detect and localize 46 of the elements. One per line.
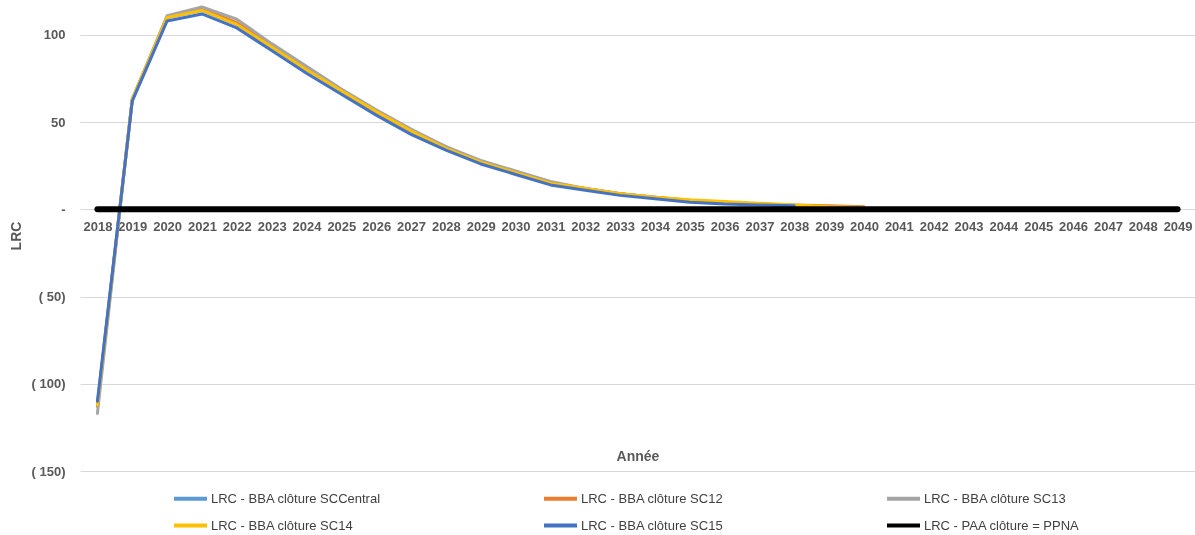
x-tick-label: 2029 (466, 218, 496, 234)
x-tick-label: 2023 (257, 218, 287, 234)
x-tick-label: 2041 (884, 218, 914, 234)
legend-label: LRC - BBA clôture SC15 (581, 517, 723, 533)
legend-label: LRC - BBA clôture SC13 (924, 490, 1066, 506)
x-tick-label: 2025 (327, 218, 357, 234)
x-tick-label: 2018 (83, 218, 113, 234)
y-tick-label: ( 100) (31, 376, 66, 392)
x-tick-label: 2040 (850, 218, 879, 234)
legend-label: LRC - PAA clôture = PPNA (924, 517, 1080, 533)
x-tick-label: 2028 (431, 218, 461, 234)
x-tick-label: 2047 (1093, 218, 1123, 234)
x-tick-label: 2046 (1059, 218, 1089, 234)
x-tick-label: 2044 (989, 218, 1020, 234)
x-tick-label: 2030 (501, 218, 531, 234)
legend-label: LRC - BBA clôture SC12 (581, 490, 723, 506)
x-tick-label: 2032 (571, 218, 601, 234)
x-tick-label: 2034 (640, 218, 671, 234)
x-tick-label: 2037 (745, 218, 775, 234)
x-tick-label: 2024 (292, 218, 323, 234)
x-tick-label: 2043 (954, 218, 984, 234)
x-tick-label: 2027 (397, 218, 426, 234)
x-tick-label: 2039 (815, 218, 845, 234)
x-tick-label: 2021 (187, 218, 217, 234)
y-tick-label: 50 (51, 114, 66, 130)
x-tick-label: 2019 (118, 218, 148, 234)
y-tick-label: - (61, 201, 66, 217)
y-tick-label: ( 150) (31, 463, 66, 479)
x-tick-label: 2045 (1024, 218, 1054, 234)
x-tick-label: 2031 (536, 218, 566, 234)
y-tick-label: 100 (43, 27, 66, 43)
x-tick-label: 2049 (1163, 218, 1193, 234)
x-tick-label: 2020 (153, 218, 183, 234)
legend-label: LRC - BBA clôture SCCentral (211, 490, 381, 506)
x-axis-title: Année (616, 447, 660, 464)
legend-label: LRC - BBA clôture SC14 (211, 517, 353, 533)
x-tick-label: 2026 (362, 218, 392, 234)
x-tick-label: 2048 (1128, 218, 1158, 234)
x-tick-label: 2036 (710, 218, 740, 234)
x-tick-label: 2042 (919, 218, 949, 234)
y-tick-label: ( 50) (38, 289, 66, 305)
x-tick-label: 2038 (780, 218, 810, 234)
y-axis-title: LRC (7, 221, 24, 251)
x-tick-label: 2035 (675, 218, 705, 234)
x-tick-label: 2033 (606, 218, 636, 234)
x-tick-label: 2022 (222, 218, 252, 234)
